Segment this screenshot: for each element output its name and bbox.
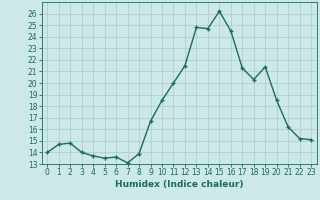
- X-axis label: Humidex (Indice chaleur): Humidex (Indice chaleur): [115, 180, 244, 189]
